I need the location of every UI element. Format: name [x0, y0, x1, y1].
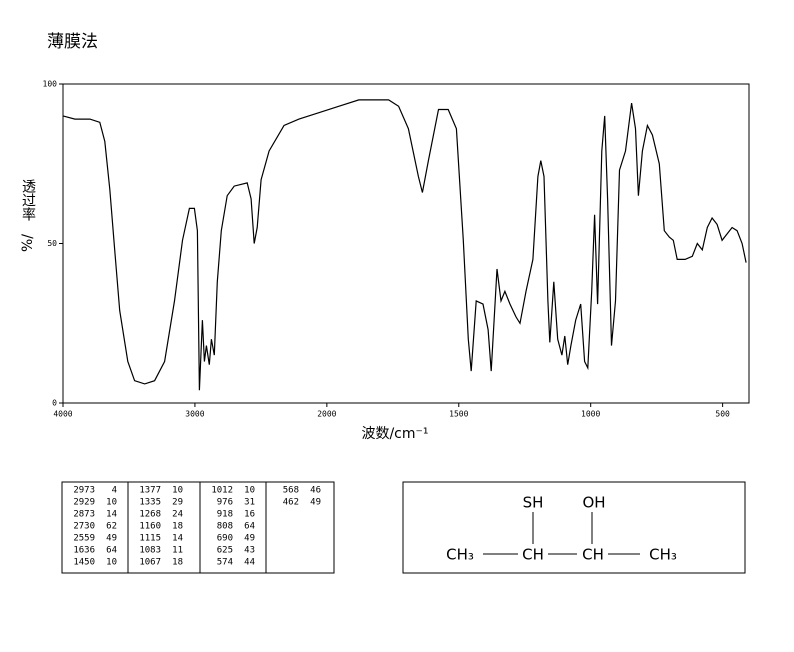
peak-transmittance: 49 — [106, 534, 117, 544]
peak-wavenumber: 1636 — [73, 546, 95, 556]
peak-wavenumber: 690 — [217, 534, 233, 544]
x-tick-label: 1500 — [449, 410, 468, 419]
peak-transmittance: 46 — [310, 486, 321, 496]
peak-transmittance: 24 — [172, 510, 183, 520]
peak-wavenumber: 462 — [283, 498, 299, 508]
peak-transmittance: 10 — [106, 498, 117, 508]
peak-wavenumber: 2929 — [73, 498, 95, 508]
x-tick-label: 3000 — [185, 410, 204, 419]
peak-transmittance: 10 — [244, 486, 255, 496]
peak-transmittance: 10 — [106, 558, 117, 568]
peak-wavenumber: 808 — [217, 522, 233, 532]
peak-transmittance: 62 — [106, 522, 117, 532]
peak-wavenumber: 976 — [217, 498, 233, 508]
y-tick-label: 100 — [43, 80, 58, 89]
peak-wavenumber: 1115 — [139, 534, 161, 544]
peak-wavenumber: 1083 — [139, 546, 161, 556]
peak-transmittance: 49 — [244, 534, 255, 544]
chart-title: 薄膜法 — [47, 32, 98, 52]
group: CH — [522, 546, 544, 564]
x-tick-label: 1000 — [581, 410, 600, 419]
peak-wavenumber: 2973 — [73, 486, 95, 496]
peak-wavenumber: 1377 — [139, 486, 161, 496]
peak-wavenumber: 1450 — [73, 558, 95, 568]
y-tick-label: 0 — [52, 399, 57, 408]
peak-wavenumber: 1067 — [139, 558, 161, 568]
peak-transmittance: 31 — [244, 498, 255, 508]
x-axis-label: 波数/cm⁻¹ — [361, 426, 428, 442]
peak-transmittance: 11 — [172, 546, 183, 556]
peak-transmittance: 14 — [172, 534, 183, 544]
peak-transmittance: 18 — [172, 522, 183, 532]
peak-wavenumber: 1012 — [211, 486, 233, 496]
peak-wavenumber: 2559 — [73, 534, 95, 544]
peak-transmittance: 49 — [310, 498, 321, 508]
peak-transmittance: 64 — [106, 546, 117, 556]
x-tick-label: 4000 — [53, 410, 72, 419]
group: CH — [582, 546, 604, 564]
peak-transmittance: 44 — [244, 558, 255, 568]
peak-wavenumber: 574 — [217, 558, 233, 568]
y-axis-label: 透过率 — [20, 179, 36, 221]
peak-wavenumber: 2730 — [73, 522, 95, 532]
peak-wavenumber: 625 — [217, 546, 233, 556]
substituent: SH — [523, 494, 544, 512]
y-axis-unit: %/ — [20, 234, 36, 252]
peak-transmittance: 10 — [172, 486, 183, 496]
group: CH₃ — [649, 546, 677, 564]
peak-transmittance: 29 — [172, 498, 183, 508]
peak-wavenumber: 2873 — [73, 510, 95, 520]
peak-transmittance: 16 — [244, 510, 255, 520]
peak-wavenumber: 1160 — [139, 522, 161, 532]
peak-table-frame — [61, 481, 335, 574]
peak-transmittance: 64 — [244, 522, 255, 532]
peak-wavenumber: 918 — [217, 510, 233, 520]
x-tick-label: 500 — [715, 410, 730, 419]
spectrum-line — [62, 99, 747, 391]
peak-wavenumber: 568 — [283, 486, 299, 496]
peak-wavenumber: 1268 — [139, 510, 161, 520]
y-tick-label: 50 — [47, 239, 57, 248]
peak-transmittance: 43 — [244, 546, 255, 556]
peak-transmittance: 14 — [106, 510, 117, 520]
group: CH₃ — [446, 546, 474, 564]
x-tick-label: 2000 — [317, 410, 336, 419]
peak-wavenumber: 1335 — [139, 498, 161, 508]
structure-frame — [402, 481, 746, 574]
substituent: OH — [582, 494, 605, 512]
peak-transmittance: 4 — [112, 486, 117, 496]
peak-transmittance: 18 — [172, 558, 183, 568]
